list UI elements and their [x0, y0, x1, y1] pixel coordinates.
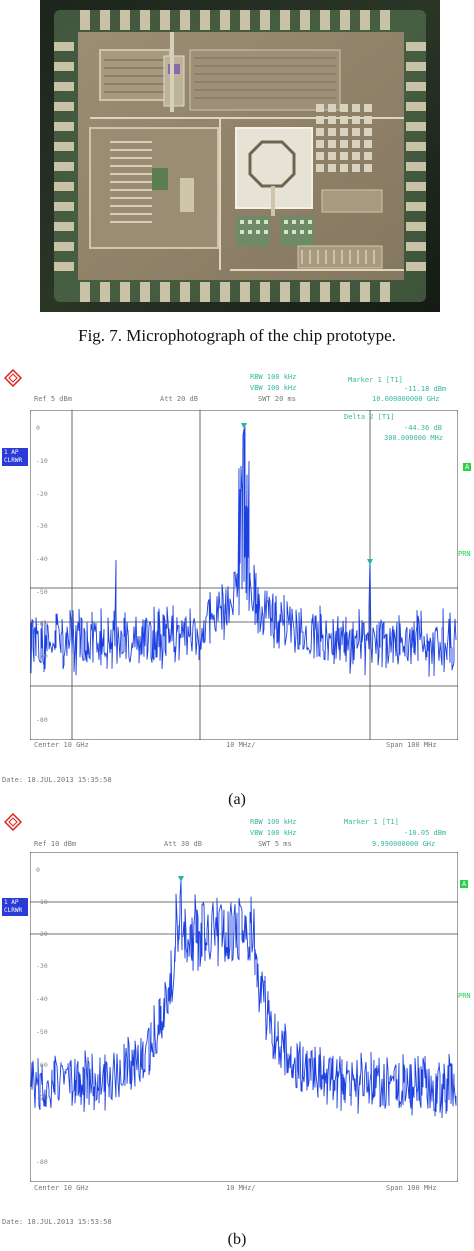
vbw-label: VBW 100 kHz	[250, 384, 297, 392]
panel-a-label: (a)	[228, 791, 246, 808]
figure-caption: Fig. 7. Microphotograph of the chip prot…	[78, 326, 396, 345]
y-tick-6: -60	[36, 1061, 48, 1069]
spectrum-plot-a	[30, 410, 458, 740]
span: Span 100 MHz	[386, 741, 437, 749]
channel-tag: A	[463, 463, 472, 471]
trace-mode-tag: 1 AP CLRWR	[2, 448, 28, 466]
brand-logo	[4, 369, 22, 387]
marker-level: -10.05 dBm	[404, 829, 447, 837]
ref-level: Ref 5 dBm	[34, 395, 72, 403]
rbw-label: RBW 100 kHz	[250, 818, 297, 826]
print-tag: PRN	[458, 550, 471, 558]
y-tick-1: -10	[36, 457, 48, 465]
ref-level: Ref 10 dBm	[34, 840, 77, 848]
delta-title: Delta 2 [T1]	[344, 413, 395, 421]
span: Span 100 MHz	[386, 1184, 437, 1192]
sweep-time: SWT 20 ms	[258, 395, 296, 403]
spectrum-trace	[30, 426, 457, 677]
y-tick-2: -20	[36, 930, 48, 938]
y-tick-7: -70	[36, 652, 48, 660]
marker-level: -11.18 dBm	[404, 385, 447, 393]
panel-b-label: (b)	[227, 1231, 247, 1248]
chip-microphotograph	[40, 0, 440, 312]
date-stamp: Date: 18.JUL.2013 15:53:58	[2, 1218, 112, 1226]
brand-logo	[4, 813, 22, 831]
y-tick-2: -20	[36, 490, 48, 498]
division: 10 MHz/	[226, 1184, 256, 1192]
marker-title: Marker 1 [T1]	[348, 376, 403, 384]
y-tick-5: -50	[36, 1028, 48, 1036]
marker-1-triangle	[178, 876, 184, 882]
attenuation: Att 30 dB	[164, 840, 202, 848]
y-tick-3: -30	[36, 522, 48, 530]
delta-level: -44.36 dB	[404, 424, 442, 432]
marker-2-triangle	[367, 559, 373, 565]
trace-mode-tag: 1 AP CLRWR	[2, 898, 28, 916]
y-tick-8: -80	[36, 1158, 48, 1166]
y-tick-7: -70	[36, 1094, 48, 1102]
marker-1-triangle	[241, 423, 247, 429]
y-tick-4: -40	[36, 995, 48, 1003]
y-tick-0: 0	[36, 424, 40, 432]
center-frequency: Center 10 GHz	[34, 1184, 89, 1192]
attenuation: Att 20 dB	[160, 395, 198, 403]
y-tick-6: -60	[36, 620, 48, 628]
y-tick-8: -80	[36, 716, 48, 724]
y-tick-1: -10	[36, 898, 48, 906]
y-tick-5: -50	[36, 588, 48, 596]
spectrum-trace	[30, 879, 457, 1119]
marker-title: Marker 1 [T1]	[344, 818, 399, 826]
rbw-label: RBW 100 kHz	[250, 373, 297, 381]
channel-tag: A	[460, 880, 469, 888]
spectrum-plot-b	[30, 852, 458, 1182]
date-stamp: Date: 18.JUL.2013 15:35:58	[2, 776, 112, 784]
center-frequency: Center 10 GHz	[34, 741, 89, 749]
y-tick-4: -40	[36, 555, 48, 563]
vbw-label: VBW 100 kHz	[250, 829, 297, 837]
marker-frequency: 10.000000000 GHz	[372, 395, 440, 403]
y-tick-0: 0	[36, 866, 40, 874]
division: 10 MHz/	[226, 741, 256, 749]
y-tick-3: -30	[36, 962, 48, 970]
print-tag: PRN	[458, 992, 471, 1000]
delta-frequency: 300.000000 MHz	[384, 434, 444, 442]
sweep-time: SWT 5 ms	[258, 840, 292, 848]
marker-frequency: 9.990000000 GHz	[372, 840, 436, 848]
